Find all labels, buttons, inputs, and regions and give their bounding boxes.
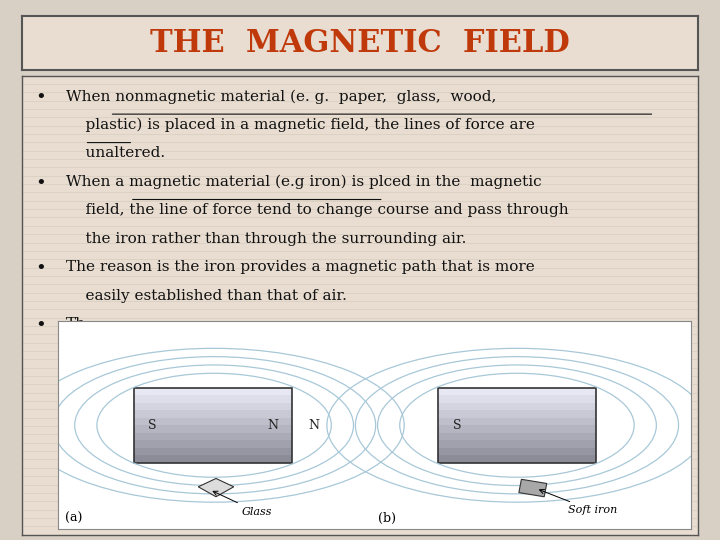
FancyBboxPatch shape bbox=[134, 395, 292, 403]
Text: •: • bbox=[35, 317, 46, 335]
FancyBboxPatch shape bbox=[134, 418, 292, 426]
Text: S: S bbox=[452, 418, 461, 432]
Text: The reason is the iron provides a magnetic path that is more: The reason is the iron provides a magnet… bbox=[66, 260, 534, 274]
Text: Th: Th bbox=[66, 317, 86, 331]
FancyBboxPatch shape bbox=[438, 418, 596, 426]
Text: •: • bbox=[35, 175, 46, 193]
FancyBboxPatch shape bbox=[438, 448, 596, 455]
Polygon shape bbox=[198, 478, 234, 497]
FancyBboxPatch shape bbox=[134, 388, 292, 395]
FancyBboxPatch shape bbox=[438, 426, 596, 433]
Text: easily established than that of air.: easily established than that of air. bbox=[66, 288, 346, 302]
Text: field, the line of force tend to change course and pass through: field, the line of force tend to change … bbox=[66, 203, 568, 217]
FancyBboxPatch shape bbox=[438, 433, 596, 440]
Text: S: S bbox=[148, 418, 157, 432]
Text: Glass: Glass bbox=[213, 491, 272, 517]
Text: N: N bbox=[268, 418, 279, 432]
Text: unaltered.: unaltered. bbox=[66, 146, 165, 160]
FancyBboxPatch shape bbox=[134, 410, 292, 418]
FancyBboxPatch shape bbox=[438, 388, 596, 395]
FancyBboxPatch shape bbox=[438, 455, 596, 463]
FancyBboxPatch shape bbox=[134, 440, 292, 448]
FancyBboxPatch shape bbox=[134, 455, 292, 463]
Text: plastic) is placed in a magnetic field, the lines of force are: plastic) is placed in a magnetic field, … bbox=[66, 118, 534, 132]
FancyBboxPatch shape bbox=[134, 448, 292, 455]
Text: THE  MAGNETIC  FIELD: THE MAGNETIC FIELD bbox=[150, 28, 570, 59]
Text: Soft iron: Soft iron bbox=[539, 489, 617, 515]
Text: •: • bbox=[35, 90, 46, 107]
FancyBboxPatch shape bbox=[438, 395, 596, 403]
Text: the iron rather than through the surrounding air.: the iron rather than through the surroun… bbox=[66, 232, 466, 246]
FancyBboxPatch shape bbox=[438, 440, 596, 448]
FancyBboxPatch shape bbox=[134, 403, 292, 410]
FancyBboxPatch shape bbox=[134, 433, 292, 440]
FancyBboxPatch shape bbox=[438, 410, 596, 418]
Text: (b): (b) bbox=[377, 512, 395, 525]
Text: When nonmagnetic material (e. g.  paper,  glass,  wood,: When nonmagnetic material (e. g. paper, … bbox=[66, 90, 496, 104]
FancyBboxPatch shape bbox=[438, 403, 596, 410]
Text: (a): (a) bbox=[66, 512, 83, 525]
Text: N: N bbox=[309, 418, 320, 432]
Polygon shape bbox=[519, 480, 546, 497]
Text: •: • bbox=[35, 260, 46, 278]
FancyBboxPatch shape bbox=[134, 426, 292, 433]
Text: When a magnetic material (e.g iron) is plced in the  magnetic: When a magnetic material (e.g iron) is p… bbox=[66, 175, 541, 189]
